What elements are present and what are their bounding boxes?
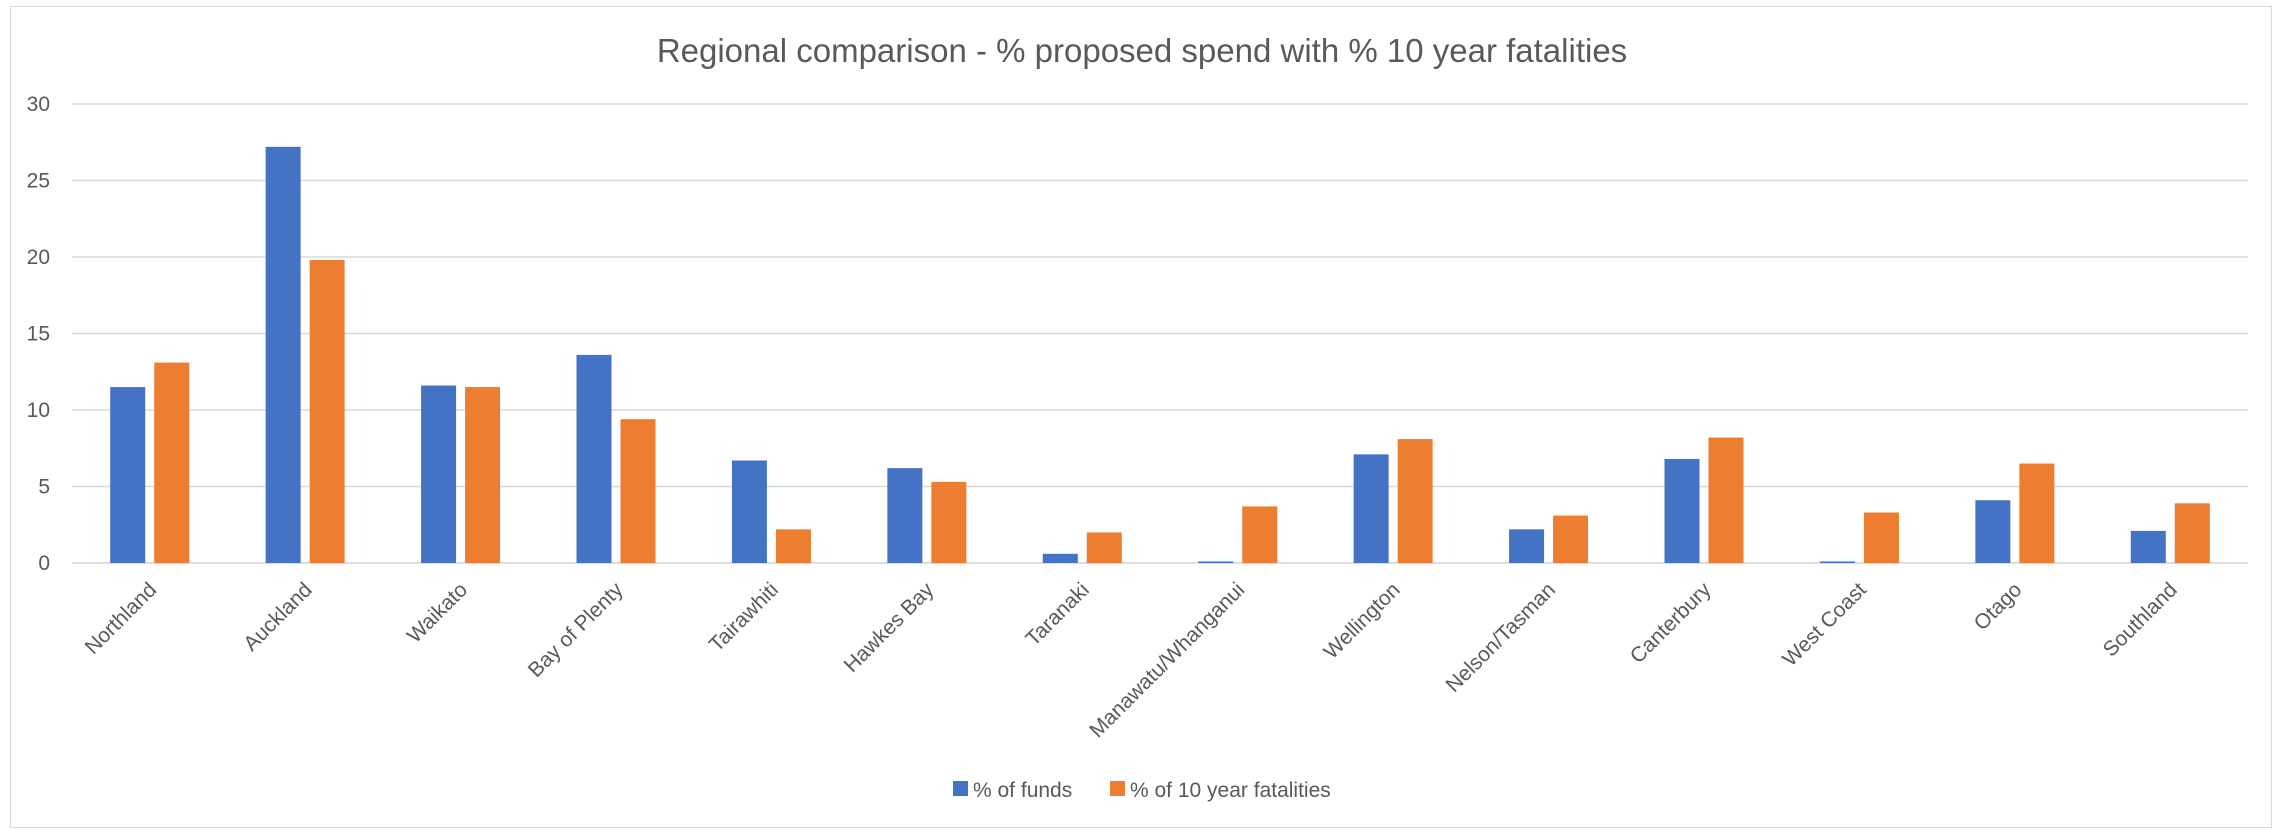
gridlines — [72, 103, 2248, 564]
x-tick-label: Waikato — [403, 578, 472, 647]
x-tick-label: Northland — [81, 578, 162, 659]
legend-label: % of 10 year fatalities — [1130, 779, 1331, 802]
y-tick-label: 5 — [38, 476, 50, 499]
y-axis-ticks: 0 5 10 15 20 25 30 — [27, 93, 50, 575]
y-tick-label: 30 — [27, 93, 50, 116]
bar-fatalities — [2019, 463, 2055, 563]
y-tick-label: 25 — [27, 170, 50, 193]
bar-funds — [1664, 458, 1700, 563]
bar-funds — [1353, 454, 1389, 563]
x-tick-label: Bay of Plenty — [524, 578, 628, 682]
bar-fatalities — [775, 529, 811, 563]
x-tick-label: Auckland — [239, 578, 316, 655]
x-tick-label: Taranaki — [1021, 578, 1093, 650]
x-tick-label: Hawkes Bay — [840, 578, 939, 677]
bar-fatalities — [154, 362, 190, 563]
bar-fatalities — [1397, 439, 1433, 563]
bar-fatalities — [1242, 506, 1278, 563]
x-tick-label: West Coast — [1778, 578, 1871, 671]
x-tick-label: Southland — [2099, 578, 2182, 661]
x-tick-label: Otago — [1970, 578, 2027, 635]
bar-funds — [731, 460, 767, 563]
chart-title: Regional comparison - % proposed spend w… — [657, 32, 1627, 69]
legend-label: % of funds — [973, 779, 1072, 802]
bar-fatalities — [1086, 532, 1122, 563]
bar-funds — [421, 385, 457, 563]
bar-funds — [1819, 561, 1855, 563]
bar-funds — [1198, 561, 1234, 563]
bar-funds — [1975, 500, 2011, 563]
legend-swatch — [1110, 781, 1125, 796]
bar-fatalities — [1863, 512, 1899, 563]
bar-funds — [2130, 530, 2166, 563]
bar-fatalities — [1708, 437, 1744, 563]
x-tick-label: Nelson/Tasman — [1442, 578, 1561, 697]
y-tick-label: 20 — [27, 246, 50, 269]
bar-fatalities — [620, 419, 656, 563]
bar-fatalities — [309, 260, 345, 563]
y-tick-label: 0 — [38, 552, 50, 575]
x-tick-label: Manawatu/Whanganui — [1085, 578, 1249, 742]
bar-fatalities — [931, 481, 967, 563]
bar-funds — [887, 468, 923, 563]
x-tick-label: Tairawhiti — [705, 578, 783, 656]
bar-funds — [1509, 529, 1545, 563]
bar-funds — [1042, 553, 1078, 563]
bar-fatalities — [2174, 503, 2210, 563]
x-tick-label: Canterbury — [1626, 578, 1716, 668]
bar-funds — [576, 354, 612, 563]
bars — [110, 146, 2210, 563]
bar-funds — [265, 146, 301, 563]
bar-funds — [110, 387, 146, 563]
chart-frame — [10, 6, 2272, 828]
legend: % of funds % of 10 year fatalities — [953, 779, 1331, 802]
y-tick-label: 10 — [27, 399, 50, 422]
bar-fatalities — [465, 387, 501, 563]
y-tick-label: 15 — [27, 323, 50, 346]
legend-swatch — [953, 781, 968, 796]
bar-fatalities — [1553, 515, 1589, 563]
x-axis-ticks: Northland Auckland Waikato Bay of Plenty Tai… — [81, 578, 2182, 742]
x-tick-label: Wellington — [1319, 578, 1404, 663]
